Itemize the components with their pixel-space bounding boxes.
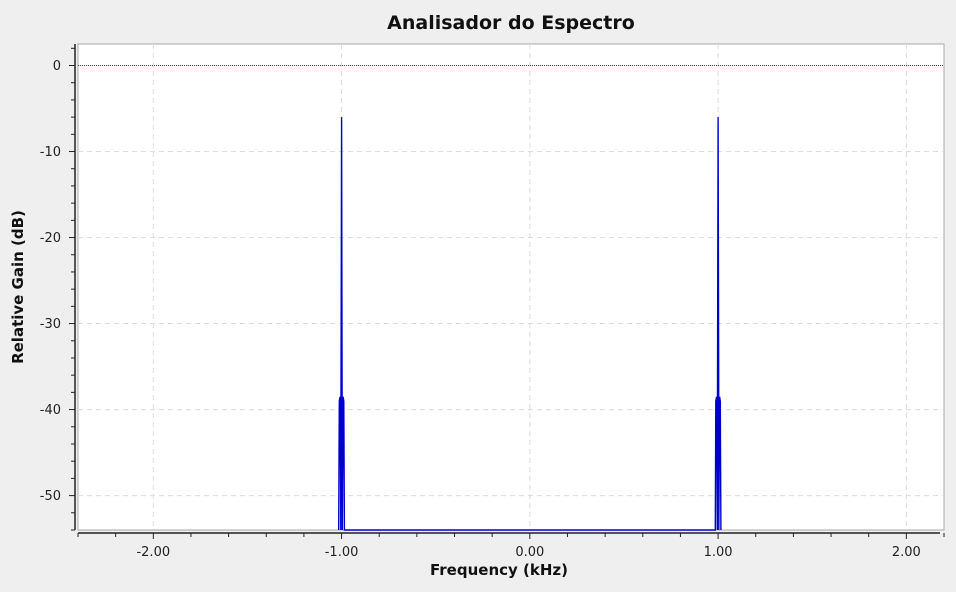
y-tick-label: -20 [40,231,61,246]
plot-area [77,43,945,531]
y-tick-label: 0 [53,59,61,74]
x-tick-label: 1.00 [704,545,733,560]
y-tick-label: -10 [40,145,61,160]
x-axis-label: Frequency (kHz) [430,561,568,579]
y-tick-label: -40 [40,403,61,418]
x-tick-label: 0.00 [515,545,544,560]
spectrum-trace [338,117,722,531]
x-tick-label: 2.00 [892,545,921,560]
y-tick-label: -30 [40,317,61,332]
y-tick-label: -50 [40,489,61,504]
x-tick-label: -2.00 [136,545,170,560]
y-axis-label: Relative Gain (dB) [9,210,27,364]
chart-title: Analisador do Espectro [387,12,635,34]
x-tick-label: -1.00 [325,545,359,560]
